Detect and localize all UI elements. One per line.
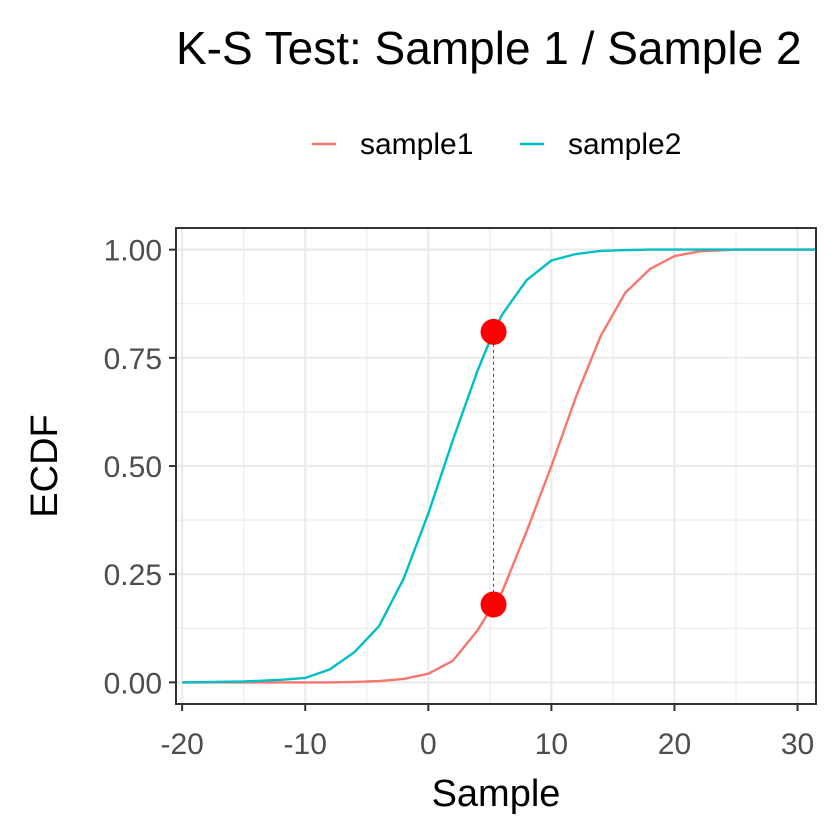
y-tick-label: 0.25 (104, 559, 162, 592)
y-axis: 0.00 0.25 0.50 0.75 1.00 (104, 235, 176, 700)
ks-point-sample2 (480, 318, 507, 345)
y-tick-label: 1.00 (104, 235, 162, 268)
x-tick-label: 30 (781, 728, 814, 761)
series-line-sample2 (182, 248, 816, 684)
y-tick-label: 0.50 (104, 451, 162, 484)
x-tick-label: 0 (420, 728, 437, 761)
legend-label-sample1: sample1 (360, 128, 473, 161)
x-tick-label: -10 (284, 728, 327, 761)
y-axis-title: ECDF (24, 414, 66, 517)
y-tick-label: 0.75 (104, 343, 162, 376)
series-layer (182, 248, 816, 684)
plot-panel (175, 227, 817, 705)
legend: sample1 sample2 (312, 128, 681, 161)
series-line-sample1 (182, 248, 816, 684)
x-tick-label: 20 (658, 728, 691, 761)
x-axis: -20 -10 0 10 20 30 (160, 704, 814, 761)
x-tick-label: 10 (535, 728, 568, 761)
gridlines (176, 228, 816, 704)
legend-label-sample2: sample2 (568, 128, 681, 161)
ks-statistic-layer (480, 318, 507, 618)
x-axis-title: Sample (432, 773, 561, 815)
chart-title: K-S Test: Sample 1 / Sample 2 (176, 22, 802, 74)
x-tick-label: -20 (160, 728, 203, 761)
ks-point-sample1 (480, 591, 507, 618)
y-tick-label: 0.00 (104, 667, 162, 700)
